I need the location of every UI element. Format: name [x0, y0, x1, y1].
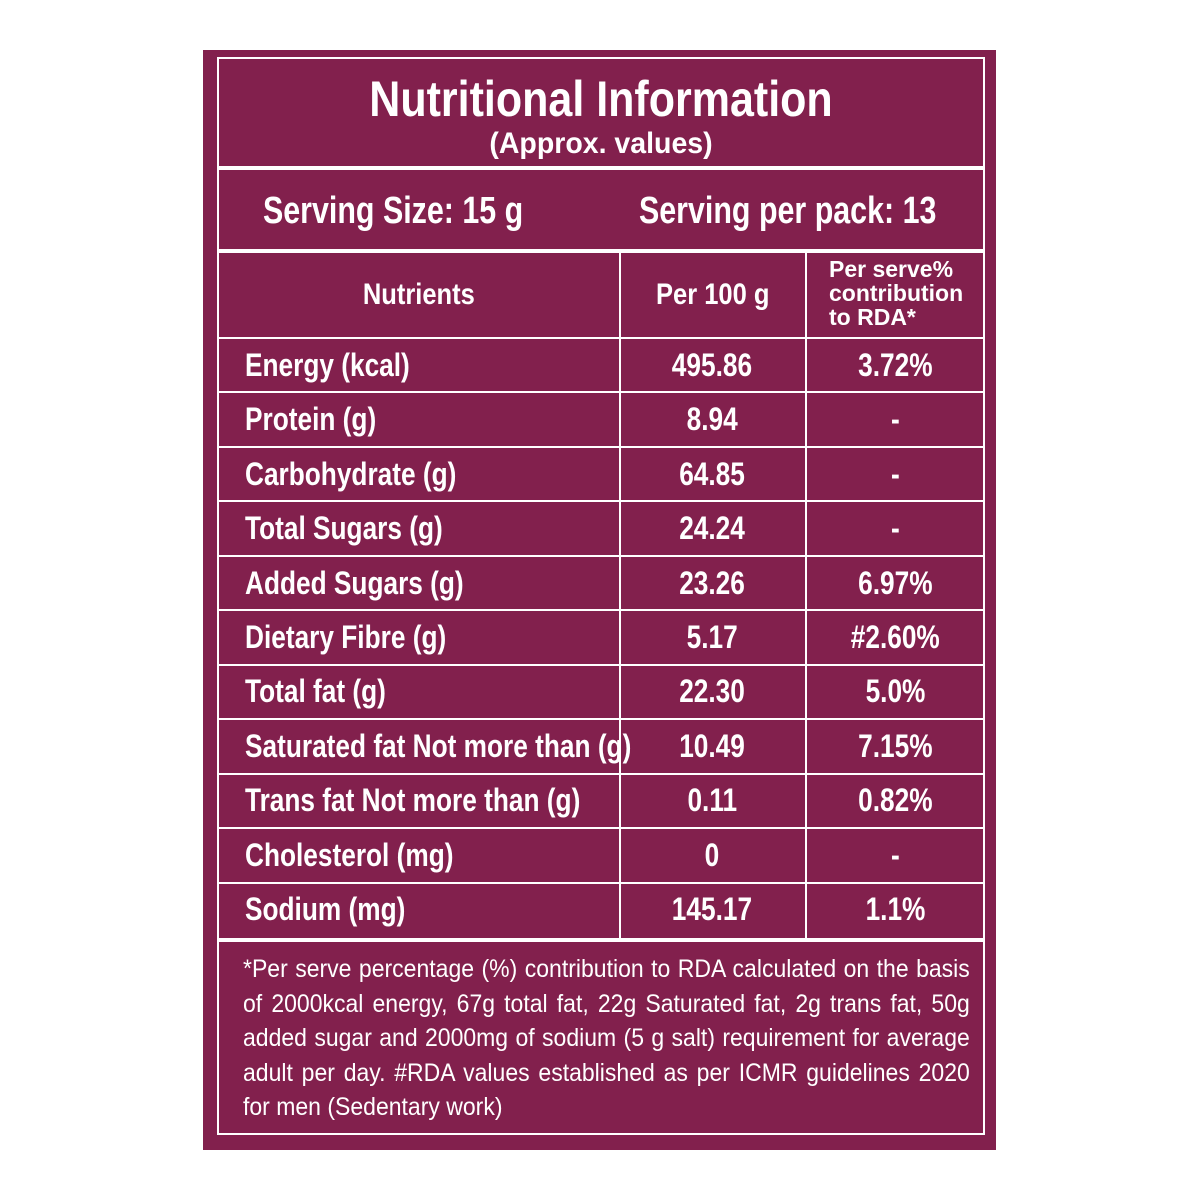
- table-row: Protein (g) 8.94 -: [219, 393, 983, 448]
- nutrient-per100: 10.49: [621, 720, 803, 772]
- table-row: Saturated fat Not more than (g) 10.49 7.15…: [219, 720, 983, 775]
- table-header: Nutrients Per 100 g Per serve% contribut…: [219, 253, 983, 339]
- nutrient-per100-text: 5.17: [686, 618, 738, 655]
- nutrient-rda-text: 6.97%: [857, 564, 933, 601]
- nutrient-name-text: Total Sugars (g): [245, 510, 443, 547]
- nutrient-rda-text: 3.72%: [857, 346, 933, 383]
- nutrient-per100-text: 64.85: [679, 455, 745, 492]
- nutrient-name-text: Trans fat Not more than (g): [245, 782, 581, 819]
- nutrition-table: Nutrients Per 100 g Per serve% contribut…: [217, 251, 985, 940]
- column-divider: [619, 253, 621, 938]
- nutrient-per100-text: 8.94: [686, 401, 738, 438]
- table-row: Trans fat Not more than (g) 0.11 0.82%: [219, 775, 983, 830]
- nutrient-per100-text: 145.17: [671, 891, 753, 928]
- nutrient-per100: 24.24: [621, 502, 803, 554]
- nutrient-name-text: Added Sugars (g): [245, 564, 464, 601]
- nutrient-per100: 23.26: [621, 557, 803, 609]
- nutrient-per100-text: 10.49: [679, 727, 745, 764]
- nutrient-name: Energy (kcal): [245, 339, 446, 391]
- nutrient-name: Added Sugars (g): [245, 557, 512, 609]
- nutrient-rda: -: [807, 448, 983, 500]
- header-nutrients-text: Nutrients: [363, 278, 475, 311]
- nutrient-per100-text: 0: [704, 836, 720, 873]
- table-row: Sodium (mg) 145.17 1.1%: [219, 884, 983, 938]
- table-row: Energy (kcal) 495.86 3.72%: [219, 339, 983, 394]
- servings-per-pack: Serving per pack: 13: [639, 190, 937, 232]
- nutrient-name-text: Protein (g): [245, 401, 377, 438]
- nutrient-name: Total Sugars (g): [245, 502, 486, 554]
- nutrient-rda-text: -: [890, 510, 900, 547]
- nutrient-name-text: Carbohydrate (g): [245, 455, 457, 492]
- nutrient-per100-text: 495.86: [671, 346, 753, 383]
- nutrient-name: Total fat (g): [245, 666, 417, 718]
- nutrient-name: Carbohydrate (g): [245, 448, 503, 500]
- table-row: Added Sugars (g) 23.26 6.97%: [219, 557, 983, 612]
- nutrient-rda-text: 5.0%: [865, 673, 925, 710]
- nutrient-rda-text: -: [890, 836, 900, 873]
- header-rda: Per serve% contribution to RDA*: [829, 256, 964, 330]
- nutrient-rda: 7.15%: [807, 720, 983, 772]
- table-row: Total Sugars (g) 24.24 -: [219, 502, 983, 557]
- header-nutrients: Nutrients: [219, 253, 619, 337]
- table-row: Dietary Fibre (g) 5.17 #2.60%: [219, 611, 983, 666]
- nutrient-rda-text: -: [890, 401, 900, 438]
- nutrient-per100: 22.30: [621, 666, 803, 718]
- table-row: Cholesterol (mg) 0 -: [219, 829, 983, 884]
- nutrient-rda-text: -: [890, 455, 900, 492]
- footnote-text: *Per serve percentage (%) contribution t…: [243, 955, 970, 1121]
- nutrient-per100: 8.94: [621, 393, 803, 445]
- nutrient-name-text: Cholesterol (mg): [245, 836, 454, 873]
- nutrient-per100: 64.85: [621, 448, 803, 500]
- nutrient-name: Protein (g): [245, 393, 405, 445]
- nutrient-name: Dietary Fibre (g): [245, 611, 490, 663]
- nutrition-label: Nutritional Information (Approx. values)…: [203, 50, 996, 1150]
- nutrient-per100-text: 0.11: [687, 782, 737, 819]
- nutrient-rda: -: [807, 829, 983, 881]
- nutrient-rda-text: #2.60%: [850, 618, 940, 655]
- serving-panel: Serving Size: 15 g Serving per pack: 13: [217, 168, 985, 251]
- title-panel: Nutritional Information (Approx. values): [217, 57, 985, 168]
- nutrient-rda: 1.1%: [807, 884, 983, 936]
- nutrient-rda: 3.72%: [807, 339, 983, 391]
- nutrient-name: Cholesterol (mg): [245, 829, 499, 881]
- nutrient-per100: 0.11: [621, 775, 803, 827]
- nutrient-rda: 5.0%: [807, 666, 983, 718]
- label-subtitle: (Approx. values): [489, 127, 713, 160]
- nutrient-name-text: Sodium (mg): [245, 891, 406, 928]
- nutrient-rda-text: 0.82%: [857, 782, 933, 819]
- column-divider: [805, 253, 807, 938]
- nutrient-per100: 5.17: [621, 611, 803, 663]
- footnote-panel: *Per serve percentage (%) contribution t…: [217, 940, 985, 1135]
- header-per100-text: Per 100 g: [656, 278, 770, 311]
- nutrient-name: Sodium (mg): [245, 884, 441, 936]
- table-row: Total fat (g) 22.30 5.0%: [219, 666, 983, 721]
- nutrient-rda: #2.60%: [807, 611, 983, 663]
- nutrient-rda: 6.97%: [807, 557, 983, 609]
- nutrient-name: Trans fat Not more than (g): [245, 775, 654, 827]
- nutrient-rda-text: 1.1%: [865, 891, 925, 928]
- nutrient-per100: 495.86: [621, 339, 803, 391]
- header-per100: Per 100 g: [621, 253, 805, 337]
- table-row: Carbohydrate (g) 64.85 -: [219, 448, 983, 503]
- nutrient-per100: 145.17: [621, 884, 803, 936]
- label-title: Nutritional Information: [369, 71, 833, 127]
- nutrient-rda: 0.82%: [807, 775, 983, 827]
- nutrient-name-text: Energy (kcal): [245, 346, 410, 383]
- nutrient-per100: 0: [621, 829, 803, 881]
- nutrient-per100-text: 22.30: [679, 673, 745, 710]
- serving-size: Serving Size: 15 g: [263, 190, 524, 232]
- nutrient-rda: -: [807, 393, 983, 445]
- nutrient-name-text: Dietary Fibre (g): [245, 618, 447, 655]
- nutrient-per100-text: 23.26: [679, 564, 745, 601]
- nutrient-rda: -: [807, 502, 983, 554]
- nutrient-name-text: Total fat (g): [245, 673, 386, 710]
- nutrient-name-text: Saturated fat Not more than (g): [245, 727, 632, 764]
- nutrient-rda-text: 7.15%: [857, 727, 933, 764]
- nutrient-name: Saturated fat Not more than (g): [245, 720, 716, 772]
- nutrient-per100-text: 24.24: [679, 510, 745, 547]
